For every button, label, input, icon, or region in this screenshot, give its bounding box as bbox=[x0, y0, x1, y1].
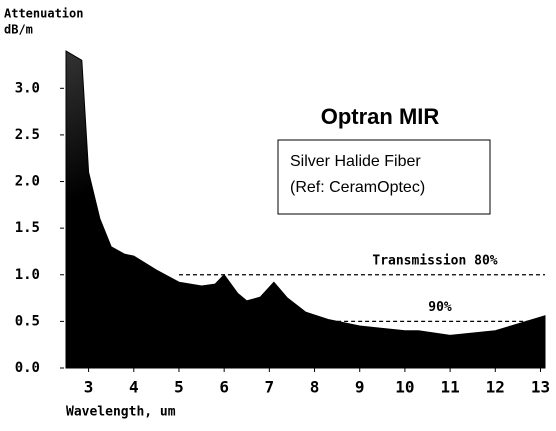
x-tick-label: 13 bbox=[531, 378, 550, 397]
y-tick-label: 3.0 bbox=[15, 80, 40, 96]
subtitle: Silver Halide Fiber bbox=[290, 153, 421, 170]
y-tick-label: 2.0 bbox=[15, 174, 40, 190]
reference-label: 90% bbox=[428, 300, 452, 315]
y-tick-label: 1.0 bbox=[15, 267, 40, 283]
x-tick-label: 5 bbox=[174, 378, 184, 397]
y-tick-label: 0.5 bbox=[15, 313, 40, 329]
x-tick-label: 10 bbox=[395, 378, 414, 397]
y-tick-label: 0.0 bbox=[15, 360, 40, 376]
chart-title: Optran MIR bbox=[321, 104, 440, 129]
subtitle: (Ref: CeramOptec) bbox=[290, 179, 425, 196]
reference-label: Transmission 80% bbox=[372, 253, 497, 268]
x-tick-label: 7 bbox=[265, 378, 275, 397]
y-tick-label: 2.5 bbox=[15, 127, 40, 143]
x-tick-label: 12 bbox=[486, 378, 505, 397]
x-tick-label: 3 bbox=[84, 378, 94, 397]
x-tick-label: 6 bbox=[219, 378, 229, 397]
x-label: Wavelength, um bbox=[66, 405, 176, 420]
legend-box bbox=[277, 139, 491, 215]
area bbox=[65, 50, 546, 369]
x-tick-label: 11 bbox=[440, 378, 459, 397]
x-tick-label: 8 bbox=[310, 378, 320, 397]
x-tick-label: 4 bbox=[129, 378, 139, 397]
y-label: Attenuation bbox=[4, 7, 83, 21]
x-tick-label: 9 bbox=[355, 378, 365, 397]
y-label: dB/m bbox=[4, 23, 33, 37]
y-tick-label: 1.5 bbox=[15, 220, 40, 236]
